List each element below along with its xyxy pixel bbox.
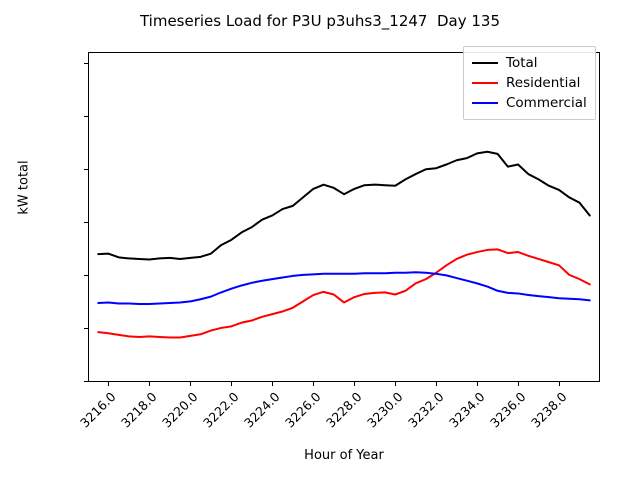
- y-tick-mark: [84, 274, 88, 276]
- y-axis-spine: [88, 52, 89, 382]
- top-spine: [88, 52, 600, 53]
- x-tick-mark: [149, 382, 151, 386]
- legend-swatch-total: [472, 62, 498, 64]
- x-tick-mark: [313, 382, 315, 386]
- y-axis-label: kW total: [16, 160, 32, 215]
- x-tick-mark: [231, 382, 233, 386]
- y-tick-mark: [84, 327, 88, 329]
- x-tick-mark: [477, 382, 479, 386]
- y-tick-mark: [84, 62, 88, 64]
- chart-legend: Total Residential Commercial: [463, 46, 596, 120]
- x-tick-mark: [190, 382, 192, 386]
- chart-title: Timeseries Load for P3U p3uhs3_1247 Day …: [139, 12, 501, 30]
- y-tick-mark: [84, 168, 88, 170]
- series-line-residential: [97, 248, 591, 339]
- x-tick-mark: [108, 382, 110, 386]
- x-tick-mark: [518, 382, 520, 386]
- series-line-total: [97, 150, 591, 261]
- legend-item-residential[interactable]: Residential: [472, 73, 587, 93]
- x-tick-mark: [272, 382, 274, 386]
- x-tick-mark: [559, 382, 561, 386]
- x-axis-label: Hour of Year: [304, 448, 384, 463]
- x-tick-mark: [354, 382, 356, 386]
- right-spine: [599, 52, 600, 382]
- legend-swatch-residential: [472, 82, 498, 84]
- legend-item-commercial[interactable]: Commercial: [472, 93, 587, 113]
- legend-item-total[interactable]: Total: [472, 53, 587, 73]
- plot-area: [88, 52, 600, 381]
- legend-label: Commercial: [506, 95, 587, 111]
- legend-label: Residential: [506, 75, 581, 91]
- x-tick-mark: [395, 382, 397, 386]
- legend-label: Total: [506, 55, 538, 71]
- chart-figure: Timeseries Load for P3U p3uhs3_1247 Day …: [16, 12, 600, 463]
- series-line-commercial: [97, 271, 591, 306]
- legend-swatch-commercial: [472, 102, 498, 104]
- x-axis-spine: [88, 381, 600, 382]
- x-tick-mark: [436, 382, 438, 386]
- series-lines: [97, 150, 591, 339]
- y-tick-mark: [84, 115, 88, 117]
- y-tick-mark: [84, 221, 88, 223]
- y-tick-mark: [84, 381, 88, 382]
